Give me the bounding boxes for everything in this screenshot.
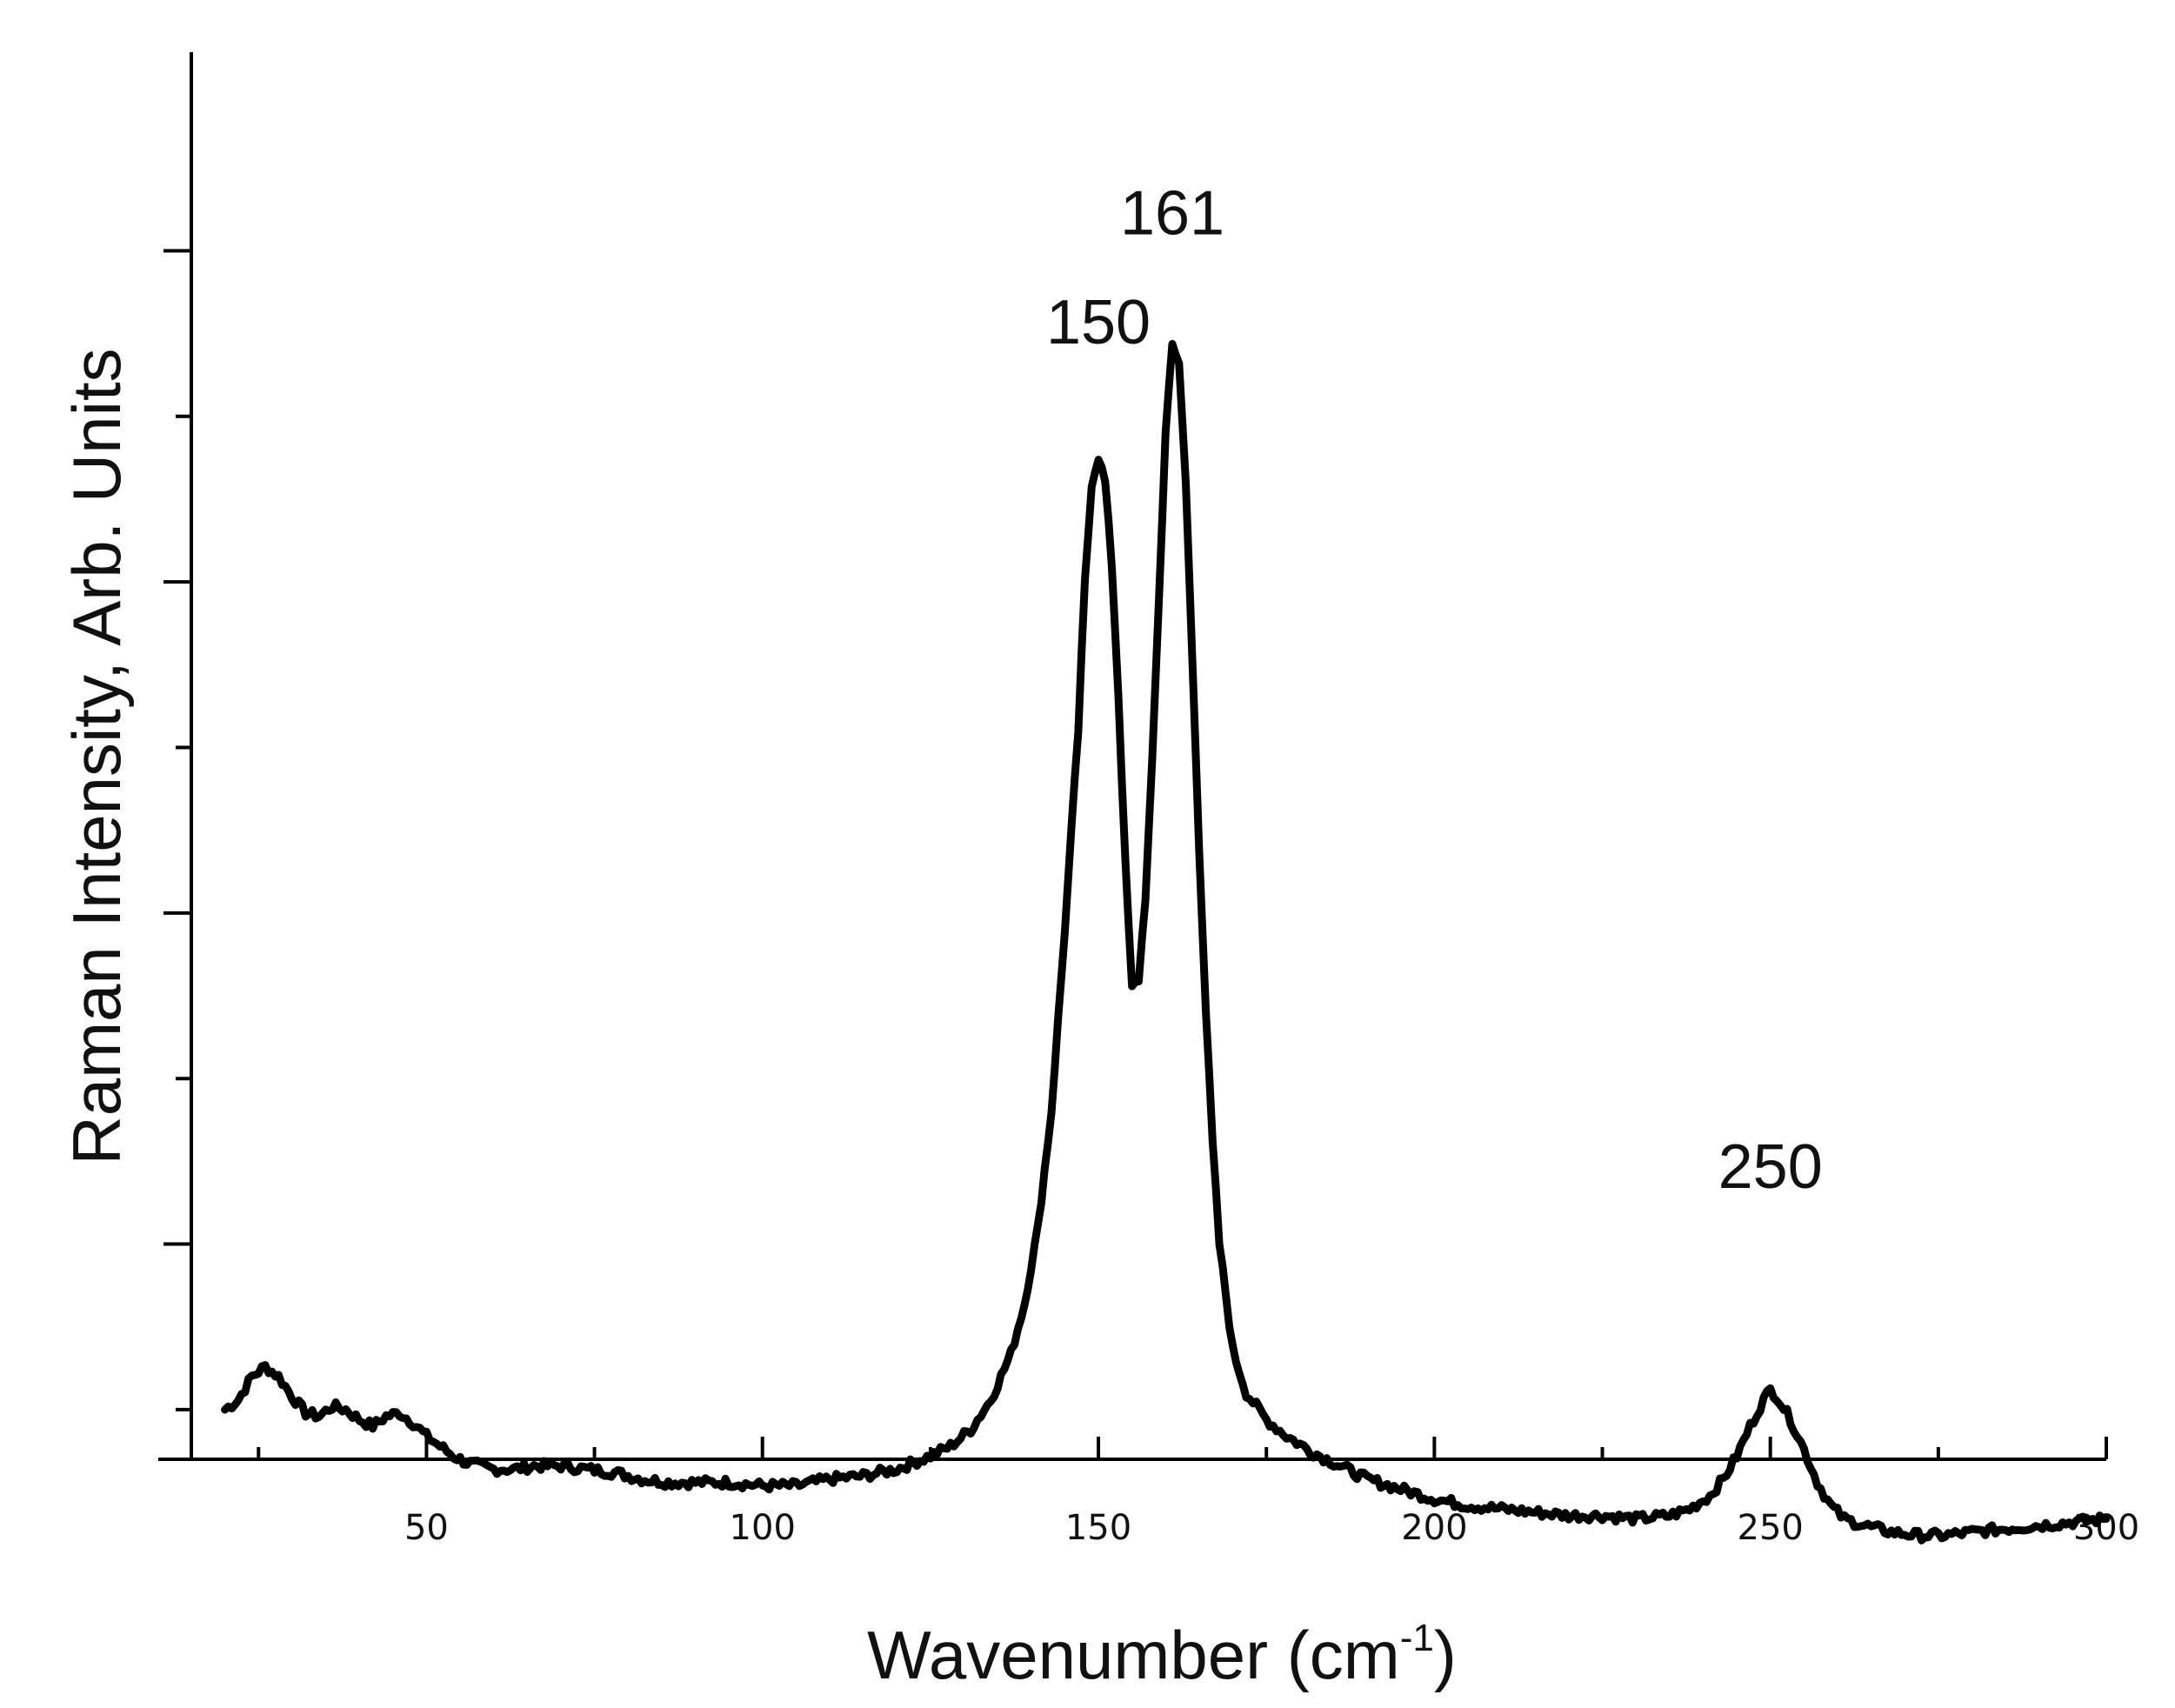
x-axis-title-main: Wavenumber (cm [867, 1617, 1400, 1693]
peak-label-250: 250 [1718, 1132, 1823, 1202]
x-axis-title: Wavenumber (cm-1) [867, 1617, 1457, 1693]
peak-label-161: 161 [1120, 178, 1224, 248]
x-axis-title-suffix: ) [1434, 1617, 1457, 1693]
x-tick-label: 250 [1738, 1508, 1804, 1548]
peak-annotations: 150 161 250 [1046, 178, 1823, 1201]
peak-label-150: 150 [1046, 288, 1151, 357]
x-tick-label: 150 [1065, 1508, 1131, 1548]
axes [158, 52, 2106, 1461]
x-axis-title-superscript: -1 [1400, 1617, 1434, 1659]
x-ticks: 50 100 150 200 250 300 [257, 1437, 2139, 1548]
y-axis-title: Raman Intensity, Arb. Units [58, 348, 135, 1164]
spectrum-series-line [221, 340, 2111, 1545]
y-ticks [163, 249, 191, 1411]
x-tick-label: 50 [404, 1508, 449, 1548]
x-tick-label: 200 [1401, 1508, 1467, 1548]
x-tick-label: 100 [730, 1508, 796, 1548]
